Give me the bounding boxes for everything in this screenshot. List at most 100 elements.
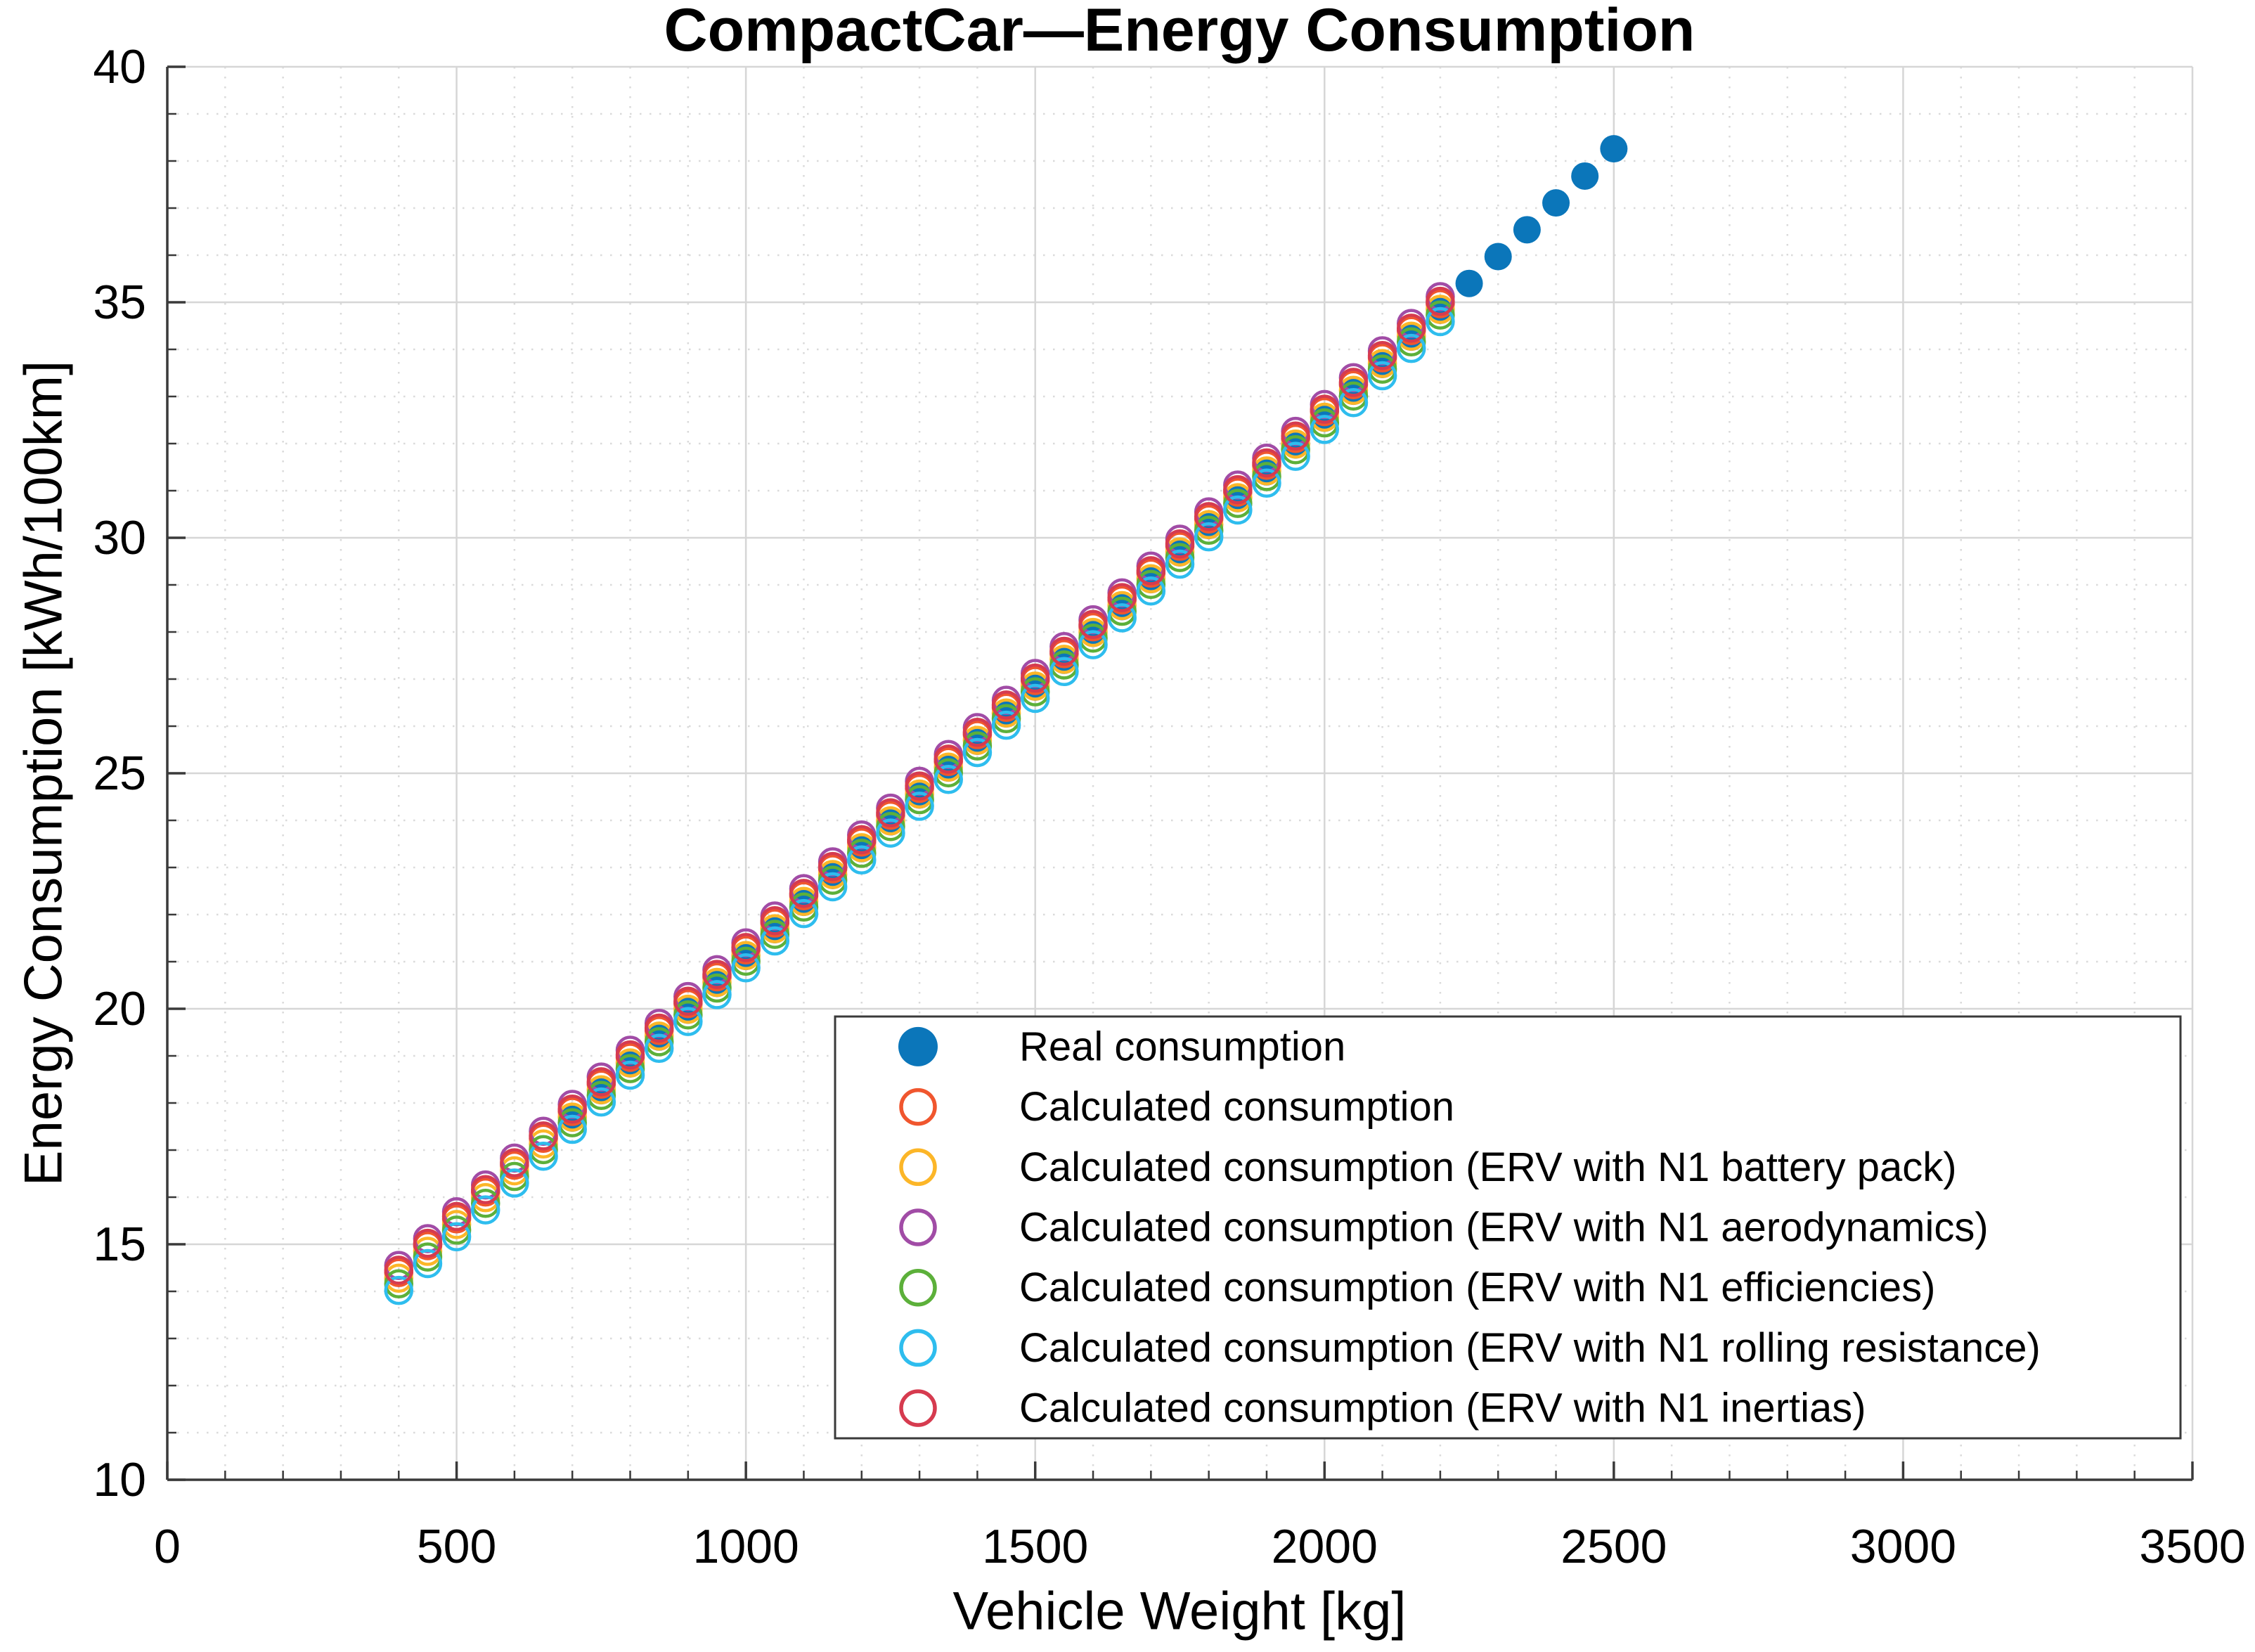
data-point-rolling xyxy=(615,1060,645,1090)
y-axis-label: Energy Consumption [kWh/100km] xyxy=(14,361,74,1186)
data-point-inertia xyxy=(470,1175,500,1205)
y-tick-label: 40 xyxy=(93,40,146,93)
data-point-rolling xyxy=(470,1195,500,1225)
data-point-rolling xyxy=(384,1275,414,1305)
legend-entry: Calculated consumption xyxy=(899,1084,1454,1130)
legend-marker-battery-icon xyxy=(899,1148,937,1187)
data-point-rolling xyxy=(673,1007,703,1036)
tick-marks xyxy=(166,65,2194,1481)
data-point-inertia xyxy=(1252,448,1281,478)
data-point-rolling xyxy=(1281,441,1310,471)
data-point-inertia xyxy=(962,717,993,747)
data-point-inertia xyxy=(1107,583,1137,612)
data-point-inertia xyxy=(586,1067,616,1097)
data-point-rolling xyxy=(557,1114,587,1144)
data-point-inertia xyxy=(1397,314,1426,343)
data-point-rolling xyxy=(586,1087,616,1117)
data-point-inertia xyxy=(441,1201,472,1232)
data-point-inertia xyxy=(615,1040,645,1070)
data-point-rolling xyxy=(441,1222,472,1252)
data-point-rolling xyxy=(1020,683,1050,714)
data-point-inertia xyxy=(384,1256,414,1285)
data-point-rolling xyxy=(644,1033,674,1064)
data-point-rolling xyxy=(1367,361,1397,391)
data-point-rolling xyxy=(1049,657,1079,687)
data-point-rolling xyxy=(818,872,848,902)
data-point-rolling xyxy=(991,710,1021,740)
data-point-real xyxy=(1513,216,1541,244)
legend-label: Calculated consumption (ERV with N1 roll… xyxy=(1019,1325,2041,1371)
x-tick-label: 3500 xyxy=(2139,1520,2245,1573)
data-point-rolling xyxy=(500,1168,529,1198)
legend-label: Real consumption xyxy=(1019,1024,1345,1069)
data-point-rolling xyxy=(1078,630,1108,659)
x-tick-label: 1000 xyxy=(693,1520,799,1573)
data-point-rolling xyxy=(413,1248,443,1279)
data-point-rolling xyxy=(1426,306,1455,337)
x-axis-label: Vehicle Weight [kg] xyxy=(953,1582,1407,1641)
data-point-real xyxy=(1455,269,1483,297)
x-tick-label: 2000 xyxy=(1272,1520,1378,1573)
legend-entry: Calculated consumption (ERV with N1 aero… xyxy=(899,1205,1989,1251)
data-point-rolling xyxy=(1107,603,1137,633)
legend-entry: Calculated consumption (ERV with N1 batt… xyxy=(899,1144,1957,1190)
legend-label: Calculated consumption (ERV with N1 iner… xyxy=(1019,1386,1866,1431)
data-point-inertia xyxy=(1367,340,1397,370)
data-point-inertia xyxy=(789,879,819,908)
data-point-inertia xyxy=(500,1148,529,1177)
legend-marker-inertia-icon xyxy=(899,1389,937,1427)
legend-label: Calculated consumption xyxy=(1019,1084,1454,1130)
data-point-inertia xyxy=(991,690,1021,720)
data-point-inertia xyxy=(905,771,934,801)
tick-labels: 0 500 1000 1500 2000 2500 3000 3500 10 15 20 25 30 35… xyxy=(93,40,2245,1573)
data-point-real xyxy=(1484,243,1512,271)
data-point-inertia xyxy=(1338,368,1369,397)
data-point-rolling xyxy=(905,792,934,821)
data-point-inertia xyxy=(1223,475,1253,505)
legend: Real consumption Calculated consumption Ca… xyxy=(834,1015,2182,1440)
data-point-inertia xyxy=(1136,556,1166,586)
legend-marker-rolling-icon xyxy=(899,1329,937,1367)
data-point-inertia xyxy=(876,798,905,828)
data-point-inertia xyxy=(1310,394,1340,424)
data-point-inertia xyxy=(818,851,848,882)
data-point-inertia xyxy=(1078,609,1108,640)
data-point-inertia xyxy=(1165,529,1195,559)
legend-label: Calculated consumption (ERV with N1 effi… xyxy=(1019,1265,1935,1310)
legend-entry: Calculated consumption (ERV with N1 effi… xyxy=(899,1265,1935,1310)
legend-marker-calculated-icon xyxy=(899,1088,937,1126)
data-point-real xyxy=(1571,162,1599,190)
data-point-rolling xyxy=(1338,387,1369,418)
legend-label: Calculated consumption (ERV with N1 aero… xyxy=(1019,1205,1989,1251)
series-rolling xyxy=(384,306,1455,1305)
data-point-rolling xyxy=(1310,415,1340,444)
y-tick-label: 25 xyxy=(93,747,146,800)
data-point-inertia xyxy=(847,825,877,855)
data-point-inertia xyxy=(702,960,732,989)
x-tick-label: 0 xyxy=(154,1520,181,1573)
data-point-rolling xyxy=(529,1141,558,1171)
data-point-inertia xyxy=(1426,286,1455,316)
data-point-inertia xyxy=(731,933,761,962)
series-inertia xyxy=(384,286,1455,1285)
data-point-rolling xyxy=(1252,468,1281,498)
y-tick-label: 35 xyxy=(93,276,146,329)
legend-box xyxy=(834,1015,2182,1440)
data-point-rolling xyxy=(962,737,993,768)
x-tick-label: 500 xyxy=(417,1520,496,1573)
data-point-inertia xyxy=(1281,421,1310,451)
data-point-rolling xyxy=(702,980,732,1009)
data-point-rolling xyxy=(876,818,905,848)
data-point-rolling xyxy=(847,845,877,875)
data-point-rolling xyxy=(731,953,761,983)
y-tick-label: 20 xyxy=(93,982,146,1035)
data-point-rolling xyxy=(933,764,963,794)
data-point-rolling xyxy=(1223,495,1253,525)
plot-area: 0 500 1000 1500 2000 2500 3000 3500 10 15 20 25 30 35… xyxy=(93,40,2245,1573)
data-point-inertia xyxy=(529,1121,558,1151)
data-point-rolling xyxy=(1397,333,1426,363)
x-tick-label: 2500 xyxy=(1561,1520,1667,1573)
data-point-rolling xyxy=(1194,522,1224,552)
